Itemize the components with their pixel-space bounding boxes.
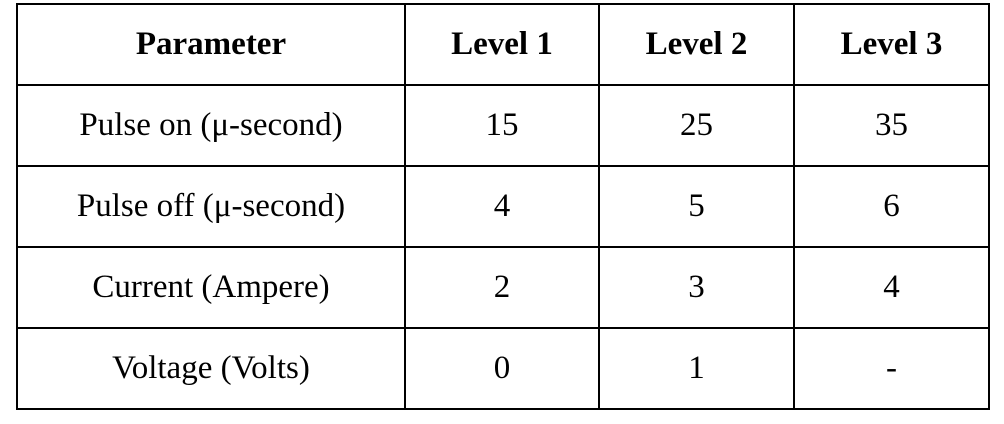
cell-level-3: - [793,327,990,410]
cell-parameter: Voltage (Volts) [16,327,406,410]
cell-parameter: Pulse off (μ-second) [16,165,406,248]
table-row: Voltage (Volts) 0 1 - [16,327,990,410]
table-row: Current (Ampere) 2 3 4 [16,246,990,329]
header-row: Parameter Level 1 Level 2 Level 3 [16,3,990,86]
cell-level-2: 5 [598,165,795,248]
table-row: Pulse off (μ-second) 4 5 6 [16,165,990,248]
cell-level-1: 4 [404,165,600,248]
cell-level-2: 25 [598,84,795,167]
cell-level-1: 15 [404,84,600,167]
header-level-2: Level 2 [598,3,795,86]
cell-parameter: Current (Ampere) [16,246,406,329]
cell-level-3: 6 [793,165,990,248]
header-level-1: Level 1 [404,3,600,86]
cell-level-2: 1 [598,327,795,410]
cell-parameter: Pulse on (μ-second) [16,84,406,167]
table-row: Pulse on (μ-second) 15 25 35 [16,84,990,167]
parameter-levels-table: Parameter Level 1 Level 2 Level 3 Pulse … [16,3,990,410]
cell-level-2: 3 [598,246,795,329]
cell-level-1: 2 [404,246,600,329]
cell-level-1: 0 [404,327,600,410]
header-level-3: Level 3 [793,3,990,86]
cell-level-3: 35 [793,84,990,167]
header-parameter: Parameter [16,3,406,86]
cell-level-3: 4 [793,246,990,329]
